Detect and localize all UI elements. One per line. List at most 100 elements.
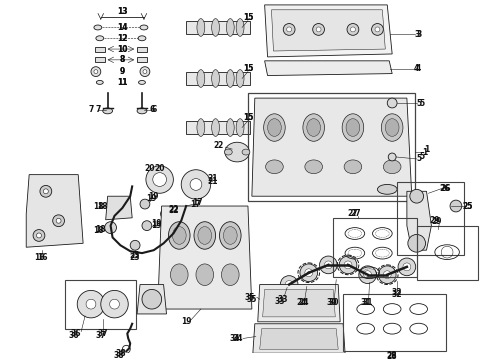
Text: 29: 29 [429, 216, 440, 225]
Text: 15: 15 [243, 64, 253, 73]
Text: 20: 20 [154, 164, 165, 173]
Ellipse shape [221, 264, 239, 285]
Circle shape [105, 222, 117, 234]
Circle shape [110, 299, 120, 309]
Ellipse shape [236, 19, 244, 36]
Text: 31: 31 [363, 298, 373, 307]
Circle shape [161, 208, 172, 220]
Circle shape [130, 240, 140, 250]
Text: 9: 9 [120, 67, 125, 76]
Text: 6: 6 [151, 105, 156, 114]
Ellipse shape [226, 19, 234, 36]
Text: 15: 15 [243, 13, 253, 22]
Polygon shape [106, 196, 132, 220]
Text: 24: 24 [298, 298, 309, 307]
Circle shape [347, 23, 359, 35]
Text: 15: 15 [243, 113, 253, 122]
Text: 25: 25 [463, 202, 473, 211]
Text: 28: 28 [387, 351, 397, 360]
Text: 35: 35 [245, 293, 255, 302]
Text: 27: 27 [350, 210, 361, 219]
Text: 18: 18 [98, 202, 108, 211]
Text: 37: 37 [96, 331, 106, 340]
Text: 2: 2 [213, 141, 218, 150]
Text: 33: 33 [277, 295, 288, 304]
Text: 24: 24 [296, 298, 307, 307]
Text: 25: 25 [463, 202, 473, 211]
Text: 10: 10 [117, 45, 127, 54]
Ellipse shape [212, 119, 220, 136]
Bar [186, 72, 250, 85]
Bar [333, 218, 416, 277]
Circle shape [146, 166, 173, 193]
Circle shape [140, 67, 150, 77]
Text: 21: 21 [207, 174, 218, 183]
Circle shape [387, 98, 397, 108]
Text: 13: 13 [117, 7, 127, 16]
Circle shape [371, 23, 383, 35]
Ellipse shape [172, 227, 186, 244]
Text: 34: 34 [233, 334, 244, 343]
Ellipse shape [220, 222, 241, 249]
Ellipse shape [224, 149, 232, 155]
Bar [186, 121, 250, 134]
Text: 29: 29 [431, 217, 441, 226]
Ellipse shape [212, 19, 220, 36]
Circle shape [316, 27, 321, 32]
Circle shape [140, 199, 150, 209]
Ellipse shape [96, 36, 104, 41]
Circle shape [324, 261, 332, 269]
Polygon shape [253, 324, 345, 353]
Ellipse shape [381, 114, 403, 141]
Text: 30: 30 [326, 298, 337, 307]
Text: 14: 14 [117, 23, 127, 32]
Circle shape [77, 291, 105, 318]
Ellipse shape [346, 119, 360, 136]
Text: 8: 8 [120, 55, 125, 64]
Text: 16: 16 [34, 253, 44, 262]
Ellipse shape [377, 184, 397, 194]
Text: 19: 19 [151, 221, 162, 230]
Text: 15: 15 [243, 113, 253, 122]
Text: 21: 21 [207, 177, 218, 186]
Circle shape [450, 200, 462, 212]
Circle shape [86, 299, 96, 309]
Ellipse shape [198, 227, 212, 244]
Text: 34: 34 [230, 334, 241, 343]
Text: 3: 3 [416, 30, 421, 39]
Ellipse shape [197, 19, 205, 36]
Ellipse shape [342, 114, 364, 141]
Text: 6: 6 [149, 105, 154, 114]
Ellipse shape [138, 36, 146, 41]
Text: 32: 32 [392, 290, 402, 299]
Circle shape [364, 271, 371, 279]
Text: 22: 22 [168, 206, 179, 215]
Text: 9: 9 [120, 67, 125, 76]
Text: 16: 16 [37, 253, 47, 262]
Text: 19: 19 [151, 219, 162, 228]
Bar [186, 21, 250, 34]
Ellipse shape [236, 69, 244, 87]
Text: 18: 18 [94, 202, 104, 211]
Ellipse shape [103, 108, 113, 114]
Text: 4: 4 [414, 64, 419, 73]
Text: 12: 12 [117, 34, 127, 43]
Text: 15: 15 [243, 64, 253, 73]
Circle shape [375, 27, 380, 32]
Circle shape [280, 276, 298, 293]
Text: 2: 2 [218, 141, 223, 150]
Ellipse shape [169, 222, 190, 249]
Ellipse shape [307, 119, 320, 136]
Circle shape [305, 269, 313, 277]
Text: 4: 4 [416, 64, 421, 73]
Text: 3: 3 [414, 30, 419, 39]
Text: 20: 20 [145, 164, 155, 173]
Text: 26: 26 [441, 184, 451, 193]
Circle shape [313, 23, 324, 35]
Polygon shape [158, 206, 252, 309]
Ellipse shape [139, 80, 146, 84]
Circle shape [142, 289, 162, 309]
Text: 38: 38 [115, 349, 126, 358]
Bar [343, 294, 446, 351]
Ellipse shape [97, 80, 103, 84]
